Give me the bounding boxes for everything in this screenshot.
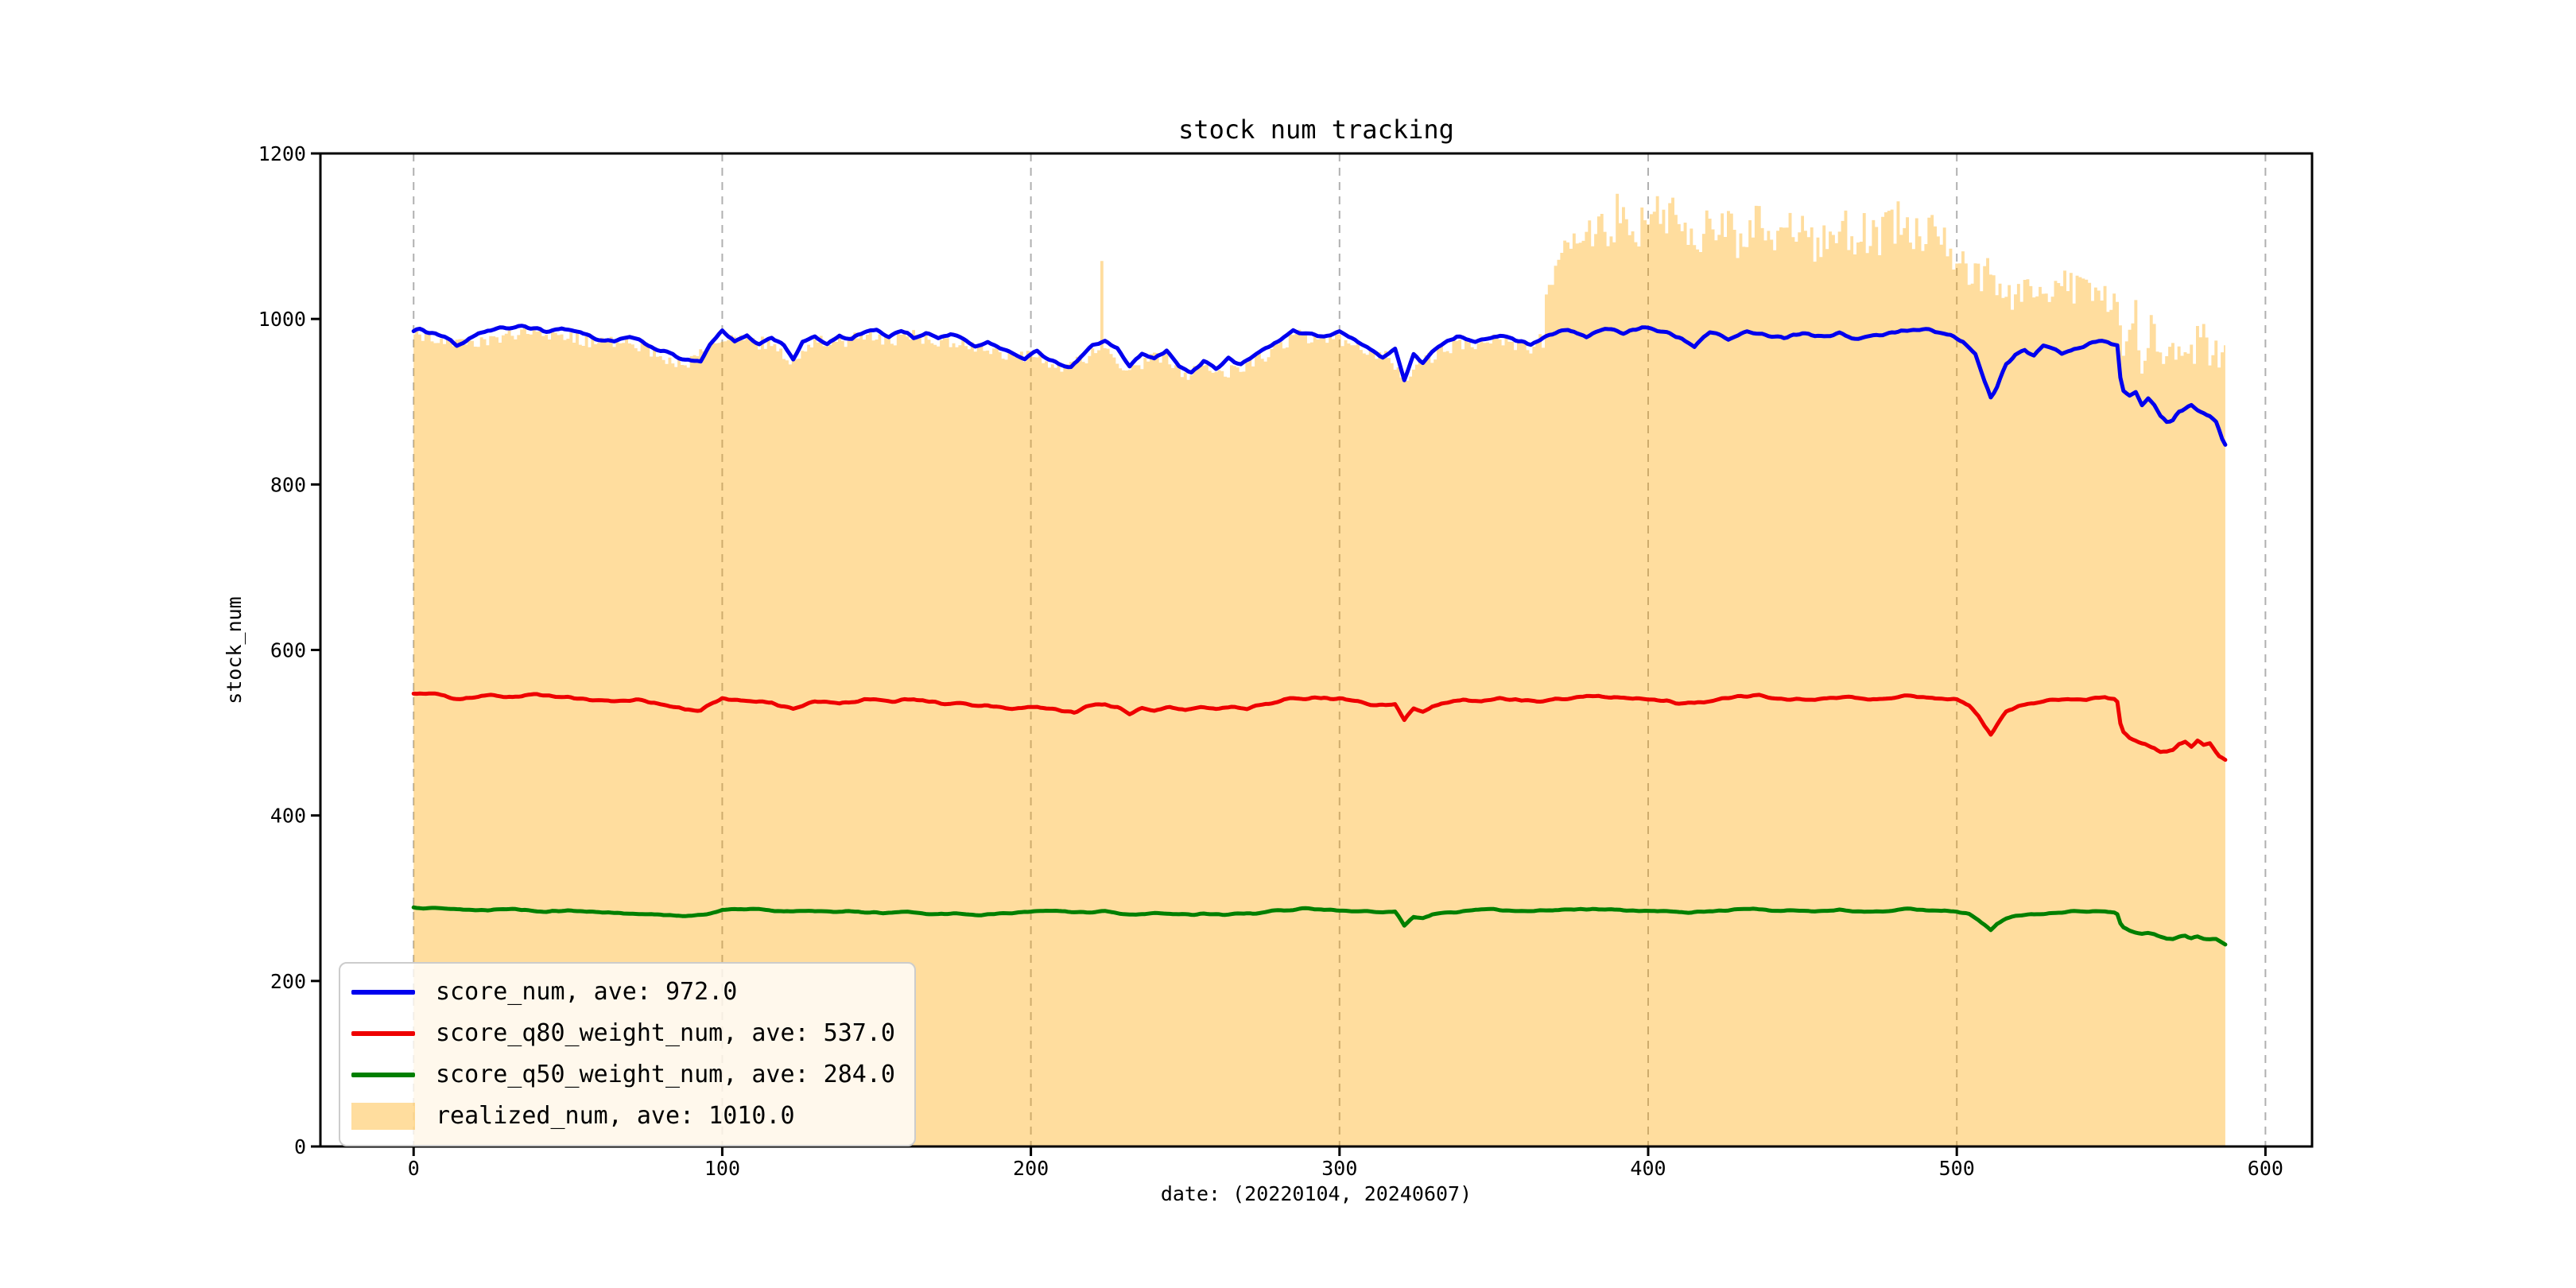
legend: score_num, ave: 972.0 score_q80_weight_n… xyxy=(339,962,916,1146)
y-axis-label: stock_num xyxy=(223,596,246,704)
x-tick-label: 400 xyxy=(1630,1157,1666,1180)
x-tick-label: 500 xyxy=(1939,1157,1975,1180)
x-axis-label: date: (20220104, 20240607) xyxy=(1161,1182,1472,1205)
legend-item: score_q50_weight_num, ave: 284.0 xyxy=(351,1054,895,1096)
legend-line-swatch-score-q80 xyxy=(351,1031,415,1036)
y-tick-label: 1000 xyxy=(258,308,306,331)
x-tick-label: 300 xyxy=(1321,1157,1357,1180)
x-tick-label: 0 xyxy=(408,1157,420,1180)
y-tick-label: 200 xyxy=(270,970,306,993)
legend-patch-swatch-realized-num xyxy=(351,1103,415,1130)
x-tick-label: 600 xyxy=(2248,1157,2283,1180)
legend-label: score_num, ave: 972.0 xyxy=(436,978,738,1006)
y-tick-label: 1200 xyxy=(258,142,306,165)
y-tick-label: 600 xyxy=(270,639,306,662)
plot-border xyxy=(319,152,2314,1148)
series-score-q80-weight-num-line xyxy=(411,691,2228,762)
x-tick-label: 100 xyxy=(704,1157,740,1180)
series-score-q50-weight-num-line xyxy=(411,905,2228,947)
axis-ticks xyxy=(311,152,2267,1156)
legend-item: realized_num, ave: 1010.0 xyxy=(351,1096,895,1137)
axis-tick-labels: 0 100 200 300 400 500 600 0 200 400 600 800 1000 1200 xyxy=(258,142,2283,1180)
y-tick-label: 800 xyxy=(270,473,306,496)
legend-label: realized_num, ave: 1010.0 xyxy=(436,1102,795,1130)
legend-label: score_q50_weight_num, ave: 284.0 xyxy=(436,1061,895,1088)
legend-line-swatch-score-q50 xyxy=(351,1073,415,1077)
legend-item: score_q80_weight_num, ave: 537.0 xyxy=(351,1013,895,1054)
y-tick-label: 0 xyxy=(294,1135,306,1158)
series-score-num-line xyxy=(411,324,2228,447)
y-tick-label: 400 xyxy=(270,805,306,828)
legend-line-swatch-score-num xyxy=(351,990,415,995)
legend-label: score_q80_weight_num, ave: 537.0 xyxy=(436,1019,895,1047)
x-tick-label: 200 xyxy=(1013,1157,1049,1180)
series-realized-num-area xyxy=(413,193,2225,1146)
legend-item: score_num, ave: 972.0 xyxy=(351,972,895,1013)
chart-title: stock num tracking xyxy=(1178,114,1454,145)
